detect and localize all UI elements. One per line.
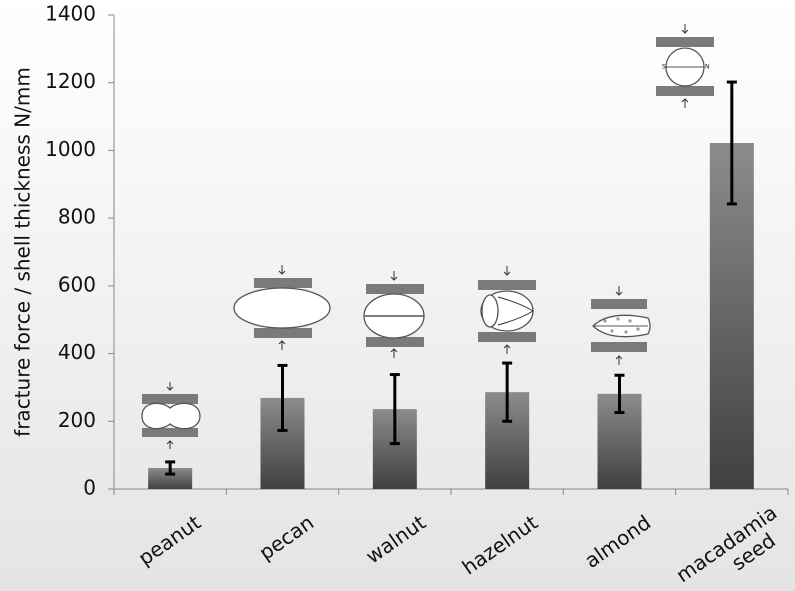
error-bar [502,361,513,423]
y-tick-label: 600 [58,272,96,296]
y-tick-label: 200 [58,408,96,432]
error-bar [389,373,400,446]
error-bar [726,80,737,206]
error-bar [165,460,176,476]
error-bar [277,363,288,432]
y-tick-label: 800 [58,205,96,229]
y-axis-label: fracture force / shell thickness N/mm [11,67,35,437]
y-tick-label: 400 [58,340,96,364]
y-tick-label: 0 [83,476,96,500]
bar [148,468,193,489]
svg-text:N: N [705,64,710,71]
svg-text:S: S [662,64,666,71]
error-bar [614,373,625,414]
y-tick-label: 1400 [45,2,96,26]
y-tick-label: 1000 [45,137,96,161]
y-tick-label: 1200 [45,69,96,93]
